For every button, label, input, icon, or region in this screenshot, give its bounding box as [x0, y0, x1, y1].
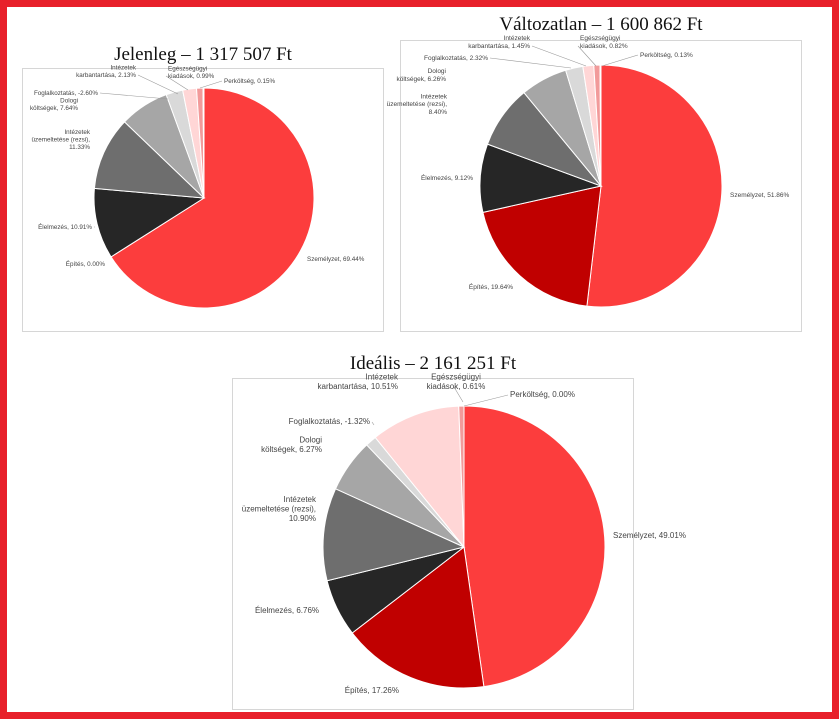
data-label-rezsi: Intézetek üzemeltetése (rezsi), 8.40% — [387, 93, 448, 116]
pie-slice-epites — [482, 185, 602, 307]
data-label-foglalkoztatas: Foglalkoztatás, -1.32% — [289, 417, 370, 426]
pie-slice-perkoltseg — [202, 87, 205, 199]
data-label-rezsi: Intézetek üzemeltetése (rezsi), 10.90% — [242, 495, 317, 523]
leader-line — [99, 92, 169, 100]
leader-line — [453, 386, 464, 403]
leader-line — [199, 80, 223, 89]
data-label-egeszsegugyi: Egészségügyi kiadások, 0.61% — [427, 372, 486, 391]
data-label-epites: Építés, 0.00% — [66, 259, 106, 268]
leader-line — [137, 74, 179, 95]
data-label-perkoltseg: Perköltség, 0.13% — [640, 52, 693, 59]
pie-slice-karbantartas — [374, 405, 465, 549]
leader-line — [489, 57, 572, 69]
data-label-foglalkoztatas: Foglalkoztatás, -2.60% — [34, 90, 98, 97]
data-label-egeszsegugyi: Egészségügyi kiadások, 0.99% — [168, 65, 215, 80]
data-label-perkoltseg: Perköltség, 0.15% — [224, 78, 276, 85]
pie-slice-perkoltseg — [599, 64, 602, 187]
leader-line — [371, 421, 375, 426]
pie-slice-elelmezes — [93, 187, 206, 258]
data-label-szemelyzet: Személyzet, 51.86% — [730, 192, 789, 199]
data-label-elelmezes: Élelmezés, 10.91% — [38, 222, 92, 231]
pie-slice-epites — [351, 546, 485, 689]
data-label-dologi: Dologi költségek, 7.64% — [30, 97, 78, 112]
pie-slice-szemelyzet — [463, 405, 606, 688]
chart-title-jelenleg: Jelenleg – 1 317 507 Ft — [114, 44, 292, 65]
data-label-szemelyzet: Személyzet, 69.44% — [307, 256, 365, 263]
data-label-karbantartas: Intézetek karbantartása, 10.51% — [318, 372, 399, 391]
pie-slice-szemelyzet — [586, 64, 723, 308]
leader-line — [577, 45, 597, 67]
data-label-perkoltseg: Perköltség, 0.00% — [510, 390, 575, 399]
data-label-dologi: Dologi költségek, 6.26% — [396, 68, 446, 83]
leader-line — [463, 394, 509, 407]
data-label-foglalkoztatas: Foglalkoztatás, 2.32% — [424, 55, 488, 62]
data-label-epites: Építés, 17.26% — [345, 686, 399, 695]
data-label-szemelyzet: Személyzet, 49.01% — [613, 531, 686, 540]
data-label-rezsi: Intézetek üzemeltetése (rezsi), 11.33% — [32, 129, 91, 151]
pie-slice-szemelyzet — [110, 87, 315, 309]
leader-line — [531, 45, 587, 67]
data-label-egeszsegugyi: Egészségügyi kiadások, 0.82% — [580, 35, 628, 50]
pie-slice-egeszsegugyi — [458, 405, 465, 548]
data-label-elelmezes: Élelmezés, 6.76% — [255, 606, 319, 615]
chart-title-idealis: Ideális – 2 161 251 Ft — [349, 353, 517, 374]
chart-title-valtozatlan: Változatlan – 1 600 862 Ft — [499, 14, 703, 35]
data-label-karbantartas: Intézetek karbantartása, 1.45% — [468, 35, 531, 50]
pie-slice-rezsi — [322, 488, 466, 582]
data-label-epites: Építés, 19.64% — [469, 282, 513, 291]
leader-line — [601, 54, 639, 67]
pie-slice-rezsi — [93, 121, 206, 199]
leader-line — [165, 75, 189, 91]
data-label-karbantartas: Intézetek karbantartása, 2.13% — [76, 64, 137, 79]
data-label-elelmezes: Élelmezés, 9.12% — [421, 173, 473, 182]
data-label-dologi: Dologi költségek, 6.27% — [261, 435, 322, 454]
